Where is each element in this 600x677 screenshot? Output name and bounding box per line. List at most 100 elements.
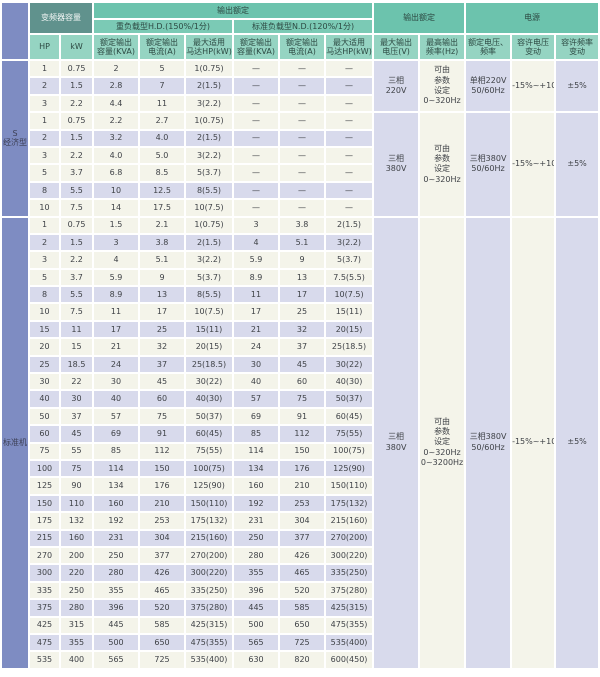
nd-current-value: 25: [280, 304, 324, 320]
header-power-supply: 电源: [466, 3, 599, 33]
nd-motor-value: 5(3.7): [326, 252, 373, 268]
nd-current-value: 465: [280, 565, 324, 581]
hp-value: 215: [30, 530, 59, 546]
kw-value: 5.5: [61, 287, 92, 303]
hd-current-value: 75: [140, 408, 184, 425]
nd-capacity-value: 24: [234, 339, 278, 355]
nd-capacity-value: 40: [234, 374, 278, 390]
kw-value: 30: [61, 391, 92, 407]
hd-current-value: 465: [140, 582, 184, 599]
nd-motor-value: 40(30): [326, 374, 373, 390]
nd-capacity-value: 500: [234, 617, 278, 633]
nd-motor-value: 7.5(5.5): [326, 269, 373, 286]
voltage-tolerance-value: -15%~+10%: [512, 217, 555, 668]
hd-capacity-value: 85: [94, 443, 138, 459]
table-row: 8 5.5 8.9 13 8(5.5) 11 17 10(7.5): [2, 287, 598, 303]
hd-motor-value: 8(5.5): [186, 182, 232, 199]
col-max-output-frequency: 最高输出 频率(Hz): [420, 35, 465, 59]
frequency-tolerance-value: ±5%: [556, 217, 599, 668]
hp-value: 10: [30, 200, 59, 216]
hd-motor-value: 40(30): [186, 391, 232, 407]
kw-value: 1.5: [61, 234, 92, 251]
kw-value: 15: [61, 339, 92, 355]
nd-capacity-value: —: [234, 200, 278, 216]
hp-value: 3: [30, 252, 59, 268]
hd-capacity-value: 4.4: [94, 95, 138, 112]
nd-capacity-value: —: [234, 147, 278, 164]
kw-value: 3.7: [61, 165, 92, 181]
hp-value: 60: [30, 426, 59, 442]
hd-capacity-value: 2.2: [94, 113, 138, 129]
nd-current-value: 585: [280, 600, 324, 616]
nd-current-value: 45: [280, 356, 324, 373]
table-row: 3 2.2 4.0 5.0 3(2.2) — — —: [2, 147, 598, 164]
nd-current-value: —: [280, 113, 324, 129]
nd-capacity-value: 85: [234, 426, 278, 442]
nd-motor-value: 150(110): [326, 478, 373, 494]
hd-motor-value: 2(1.5): [186, 78, 232, 94]
hp-value: 8: [30, 182, 59, 199]
nd-motor-value: 50(37): [326, 391, 373, 407]
kw-value: 5.5: [61, 182, 92, 199]
nd-motor-value: —: [326, 200, 373, 216]
hd-capacity-value: 8.9: [94, 287, 138, 303]
hd-motor-value: 5(3.7): [186, 165, 232, 181]
hd-motor-value: 150(110): [186, 495, 232, 512]
hd-capacity-value: 30: [94, 374, 138, 390]
kw-value: 11: [61, 321, 92, 338]
hd-motor-value: 175(132): [186, 513, 232, 529]
kw-value: 37: [61, 408, 92, 425]
hd-current-value: 13: [140, 287, 184, 303]
hd-motor-value: 535(400): [186, 652, 232, 668]
nd-motor-value: 2(1.5): [326, 217, 373, 233]
col-hp: HP: [30, 35, 59, 59]
kw-value: 1.5: [61, 78, 92, 94]
hd-current-value: 112: [140, 443, 184, 459]
table-row: 3 2.2 4 5.1 3(2.2) 5.9 9 5(3.7): [2, 252, 598, 268]
hd-capacity-value: 1.5: [94, 217, 138, 233]
nd-current-value: 37: [280, 339, 324, 355]
kw-value: 2.2: [61, 147, 92, 164]
nd-capacity-value: —: [234, 78, 278, 94]
nd-current-value: —: [280, 200, 324, 216]
nd-current-value: 725: [280, 634, 324, 651]
table-row: 10 7.5 14 17.5 10(7.5) — — —: [2, 200, 598, 216]
hd-capacity-value: 2: [94, 61, 138, 77]
table-row: 40 30 40 60 40(30) 57 75 50(37): [2, 391, 598, 407]
nd-current-value: 377: [280, 530, 324, 546]
hp-value: 25: [30, 356, 59, 373]
hd-capacity-value: 57: [94, 408, 138, 425]
hp-value: 535: [30, 652, 59, 668]
nd-capacity-value: 5.9: [234, 252, 278, 268]
nd-capacity-value: —: [234, 165, 278, 181]
hp-value: 1: [30, 61, 59, 77]
hp-value: 2: [30, 234, 59, 251]
hd-motor-value: 3(2.2): [186, 147, 232, 164]
table-row: 475 355 500 650 475(355) 565 725 535(400): [2, 634, 598, 651]
table-row: 375 280 396 520 375(280) 445 585 425(315): [2, 600, 598, 616]
nd-capacity-value: 355: [234, 565, 278, 581]
nd-capacity-value: 396: [234, 582, 278, 599]
nd-capacity-value: —: [234, 182, 278, 199]
kw-value: 90: [61, 478, 92, 494]
nd-capacity-value: 114: [234, 443, 278, 459]
kw-value: 18.5: [61, 356, 92, 373]
hd-current-value: 2.1: [140, 217, 184, 233]
hd-current-value: 45: [140, 374, 184, 390]
hd-current-value: 9: [140, 269, 184, 286]
table-row: 2 1.5 3.2 4.0 2(1.5) — — —: [2, 130, 598, 146]
hd-capacity-value: 2.8: [94, 78, 138, 94]
hd-motor-value: 1(0.75): [186, 217, 232, 233]
hp-value: 5: [30, 165, 59, 181]
hp-value: 50: [30, 408, 59, 425]
hd-motor-value: 215(160): [186, 530, 232, 546]
nd-motor-value: —: [326, 147, 373, 164]
hd-capacity-value: 280: [94, 565, 138, 581]
max-output-frequency-value: 可由 参数 设定 0~320Hz: [420, 113, 465, 216]
col-nd-rated-capacity: 额定输出 容量(KVA): [234, 35, 278, 59]
header-nd-group: 标准负载型N.D.(120%/1分): [234, 20, 373, 33]
kw-value: 160: [61, 530, 92, 546]
kw-value: 250: [61, 582, 92, 599]
hd-capacity-value: 40: [94, 391, 138, 407]
